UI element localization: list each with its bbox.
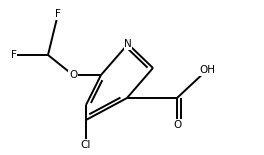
Text: F: F — [11, 50, 17, 60]
Text: O: O — [69, 70, 77, 80]
Text: O: O — [173, 120, 181, 130]
Text: Cl: Cl — [81, 140, 91, 150]
Text: OH: OH — [199, 65, 215, 75]
Text: F: F — [55, 9, 61, 19]
Text: N: N — [124, 39, 132, 49]
